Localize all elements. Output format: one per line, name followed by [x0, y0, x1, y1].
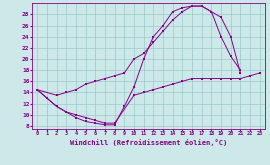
X-axis label: Windchill (Refroidissement éolien,°C): Windchill (Refroidissement éolien,°C)	[70, 139, 227, 146]
